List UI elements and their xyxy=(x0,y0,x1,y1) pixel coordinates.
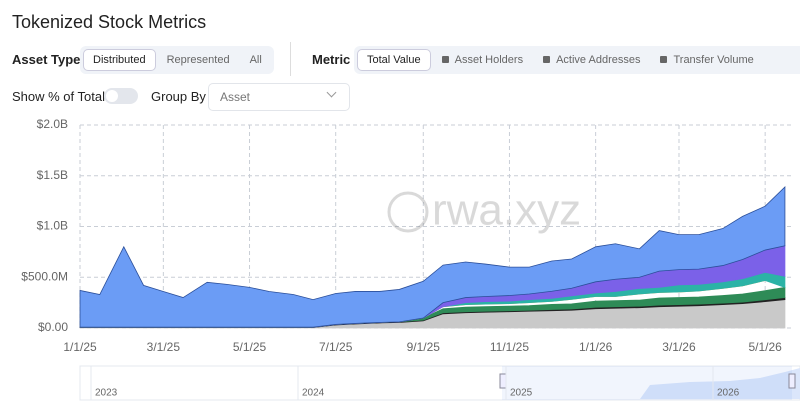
x-tick-label: 9/1/25 xyxy=(407,340,441,354)
option[interactable]: Distributed xyxy=(83,49,156,71)
x-tick-label: 7/1/25 xyxy=(319,340,353,354)
y-tick-label: $1.0B xyxy=(37,219,68,233)
navigator-year: 2024 xyxy=(302,388,325,399)
select-value: Asset xyxy=(220,90,251,104)
x-tick-label: 11/1/25 xyxy=(490,340,529,354)
navigator-year: 2023 xyxy=(95,388,118,399)
navigator-shape xyxy=(80,368,800,399)
x-tick-label: 1/1/26 xyxy=(579,340,613,354)
metric-toggle: Total Value Asset Holders Active Address… xyxy=(354,46,800,74)
option[interactable]: Active Addresses xyxy=(534,50,649,70)
x-tick-label: 3/1/25 xyxy=(147,340,181,354)
watermark: rwa.xyz xyxy=(387,186,581,235)
option[interactable]: All xyxy=(249,54,262,66)
group-by-select[interactable]: Asset xyxy=(208,83,350,111)
option-text: Transfer Volume xyxy=(673,54,754,66)
area xyxy=(79,185,786,328)
watermark-globe xyxy=(387,191,429,233)
navigator-year: 2026 xyxy=(717,388,740,399)
toggle-knob xyxy=(106,90,118,102)
option-text: Asset Holders xyxy=(454,54,524,66)
asset-type-label: Asset Type xyxy=(12,52,81,67)
navigator-years: 2023 2024 2025 2026 xyxy=(90,366,740,400)
navigator-handle[interactable] xyxy=(788,373,796,389)
option[interactable]: Transfer Volume xyxy=(651,50,762,70)
watermark-text: rwa.xyz xyxy=(432,186,581,235)
group-by-label: Group By xyxy=(151,89,206,104)
y-tick-label: $2.0B xyxy=(37,117,68,131)
x-tick-label: 3/1/26 xyxy=(662,340,696,354)
page-title: Tokenized Stock Metrics xyxy=(12,12,207,32)
asset-type-toggle: Distributed Represented All xyxy=(80,46,274,74)
navigator-year: 2025 xyxy=(510,388,533,399)
y-tick-label: $1.5B xyxy=(37,168,68,182)
show-pct-label: Show % of Total xyxy=(12,89,105,104)
navigator-handle[interactable] xyxy=(499,373,507,389)
y-tick-label: $500.0M xyxy=(21,269,68,283)
labels: $0.00 $500.0M $1.0B $1.5B $2.0B 1/1/25 3/1/25 5… xyxy=(21,117,782,354)
x-tick-label: 5/1/26 xyxy=(748,340,782,354)
option-text: Active Addresses xyxy=(556,54,641,66)
option[interactable]: Asset Holders xyxy=(433,50,532,70)
x-tick-label: 5/1/25 xyxy=(233,340,267,354)
divider xyxy=(290,42,291,76)
x-tick-label: 1/1/25 xyxy=(63,340,97,354)
toggle-switch[interactable] xyxy=(104,88,138,104)
metric-label: Metric xyxy=(312,52,351,67)
option[interactable]: Total Value xyxy=(357,49,431,71)
y-tick-label: $0.00 xyxy=(38,320,68,334)
areas xyxy=(79,185,786,329)
navigator-selection xyxy=(502,366,792,400)
option[interactable]: Represented xyxy=(166,54,230,66)
